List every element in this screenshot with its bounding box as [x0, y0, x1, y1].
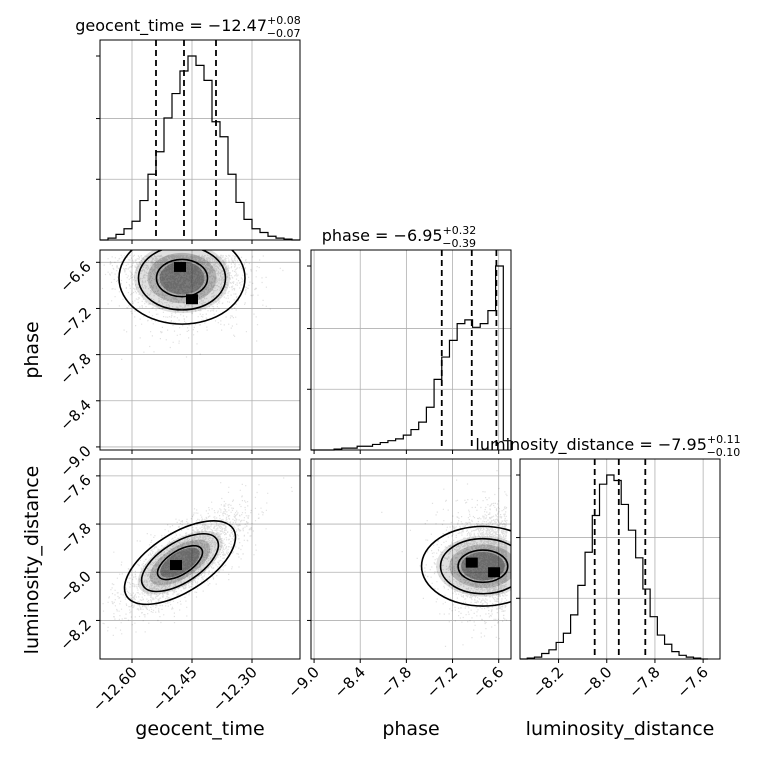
- density-peak: [174, 261, 186, 272]
- x-tick-label: −12.45: [149, 663, 201, 715]
- scatter-panel-phase-vs-luminosity-distance: [307, 458, 512, 663]
- density-peak: [170, 560, 182, 571]
- y-tick-label: −7.8: [56, 350, 94, 388]
- contour: [420, 525, 511, 607]
- x-tick-label: −12.60: [89, 663, 141, 715]
- contour: [155, 258, 209, 298]
- panel-frame: [99, 249, 301, 451]
- density-shade: [147, 252, 217, 304]
- panel-title-luminosity-distance: luminosity_distance = −7.95+0.11 −0.10: [475, 433, 740, 459]
- x-tick-label: −7.8: [377, 663, 415, 701]
- panel-frame: [310, 249, 512, 451]
- histogram-phase: [311, 265, 512, 451]
- title-text: phase = −6.95: [322, 226, 443, 245]
- y-tick-label: −7.8: [56, 519, 94, 557]
- scatter-panel-geocent-time-vs-luminosity-distance: [96, 458, 301, 663]
- y-tick-label: −8.0: [56, 567, 94, 605]
- title-minus: −0.10: [707, 446, 741, 459]
- panel-frame: [310, 458, 512, 660]
- contour: [457, 549, 509, 584]
- density-shade: [134, 250, 230, 314]
- y-tick-label: −7.2: [56, 304, 94, 342]
- title-minus: −0.07: [267, 27, 301, 40]
- y-tick-label: −8.4: [56, 396, 94, 434]
- histogram-luminosity-distance: [520, 474, 708, 660]
- scatter-points: [100, 254, 284, 360]
- scatter-panel-geocent-time-vs-phase: [96, 249, 301, 454]
- density-peak: [465, 557, 478, 568]
- x-tick-label: −7.6: [673, 663, 711, 701]
- title-plus: +0.32: [443, 224, 477, 237]
- y-tick-label: −8.2: [56, 616, 94, 654]
- hist-panel-geocent-time: geocent_time = −12.47+0.08 −0.07: [75, 14, 301, 244]
- contour: [140, 532, 220, 593]
- panel-frame: [519, 458, 721, 660]
- x-tick-label: −6.6: [469, 663, 507, 701]
- histogram-geocent-time: [100, 55, 300, 241]
- title-text: geocent_time = −12.47: [75, 16, 267, 36]
- panel-frame: [99, 39, 301, 241]
- title-text: luminosity_distance = −7.95: [475, 435, 706, 455]
- y-tick-label: −9.0: [56, 442, 94, 480]
- title-plus: +0.11: [707, 433, 741, 446]
- panel-title-geocent-time: geocent_time = −12.47+0.08 −0.07: [75, 14, 301, 40]
- scatter-points: [381, 470, 508, 647]
- y-tick-label: −6.6: [56, 257, 94, 295]
- density-peak: [488, 567, 501, 578]
- contour: [439, 537, 511, 595]
- xlabel-phase: phase: [382, 718, 439, 740]
- title-minus: −0.39: [442, 237, 476, 250]
- contour: [123, 520, 237, 606]
- x-tick-label: −8.4: [331, 663, 369, 701]
- ylabel-phase: phase: [21, 321, 43, 378]
- x-tick-label: −8.2: [529, 663, 567, 701]
- density-peak: [186, 294, 198, 305]
- scatter-points: [100, 477, 293, 636]
- panel-title-phase: phase = −6.95+0.32 −0.39: [322, 224, 477, 250]
- xlabel-geocent-time: geocent_time: [135, 718, 264, 740]
- panel-frame: [99, 458, 301, 660]
- ylabel-luminosity-distance: luminosity_distance: [21, 466, 43, 655]
- hist-panel-luminosity-distance: luminosity_distance = −7.95+0.11 −0.10: [475, 433, 741, 663]
- y-tick-label: −7.6: [56, 471, 94, 509]
- x-tick-label: −8.0: [577, 663, 615, 701]
- contour: [137, 250, 227, 311]
- x-tick-label: −7.8: [625, 663, 663, 701]
- title-plus: +0.08: [267, 14, 301, 27]
- x-tick-label: −12.30: [209, 663, 261, 715]
- x-tick-label: −9.0: [284, 663, 322, 701]
- contour: [118, 250, 246, 325]
- x-tick-label: −7.2: [423, 663, 461, 701]
- xlabel-luminosity-distance: luminosity_distance: [526, 718, 715, 740]
- contour: [156, 544, 204, 581]
- density-shade: [159, 261, 205, 295]
- hist-panel-phase: phase = −6.95+0.32 −0.39: [307, 224, 512, 454]
